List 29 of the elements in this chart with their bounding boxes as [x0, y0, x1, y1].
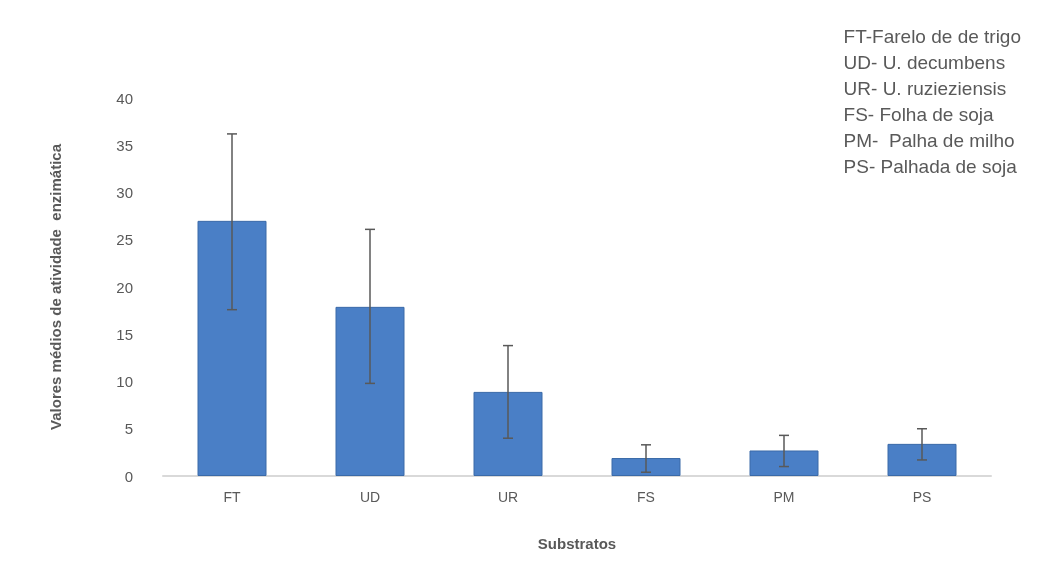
- x-axis-title: Substratos: [537, 535, 617, 552]
- bar: [335, 306, 405, 476]
- bar: [197, 220, 267, 476]
- bar: [473, 391, 543, 476]
- annotation: PM- Palha de milho: [843, 129, 1015, 151]
- bar: [749, 450, 819, 476]
- x-tick-label: UR: [497, 489, 519, 505]
- y-tick-label: 5: [124, 420, 133, 438]
- bar: [887, 443, 957, 476]
- y-tick-label: 10: [116, 373, 133, 390]
- y-tick-label: 25: [116, 231, 133, 249]
- annotation: UR- U. ruzieziensis: [843, 77, 1007, 99]
- annotation: PS- Palhada de soja: [843, 155, 1018, 177]
- text: FT-Farelo de de trigo: [843, 25, 1022, 47]
- x-tick-label: UD: [359, 489, 381, 505]
- x-tick-label: FT: [223, 489, 241, 505]
- y-axis-title: Valores médios de atividade enzimática: [47, 143, 64, 430]
- x-tick-label: PM: [773, 489, 795, 505]
- x-tick-label: FS: [637, 489, 655, 505]
- x-tick-label: PS: [912, 489, 932, 505]
- y-tick-label: 15: [116, 325, 133, 343]
- bar: [611, 458, 681, 476]
- y-tick-label: 20: [116, 278, 133, 296]
- y-tick-label: 30: [116, 184, 133, 201]
- y-tick-label: 35: [116, 136, 133, 154]
- y-tick-label: 40: [116, 89, 133, 107]
- text: UD- U. decumbens: [843, 51, 1006, 73]
- y-tick-label: 0: [124, 467, 133, 485]
- annotation: FS- Folha de soja: [843, 103, 994, 125]
